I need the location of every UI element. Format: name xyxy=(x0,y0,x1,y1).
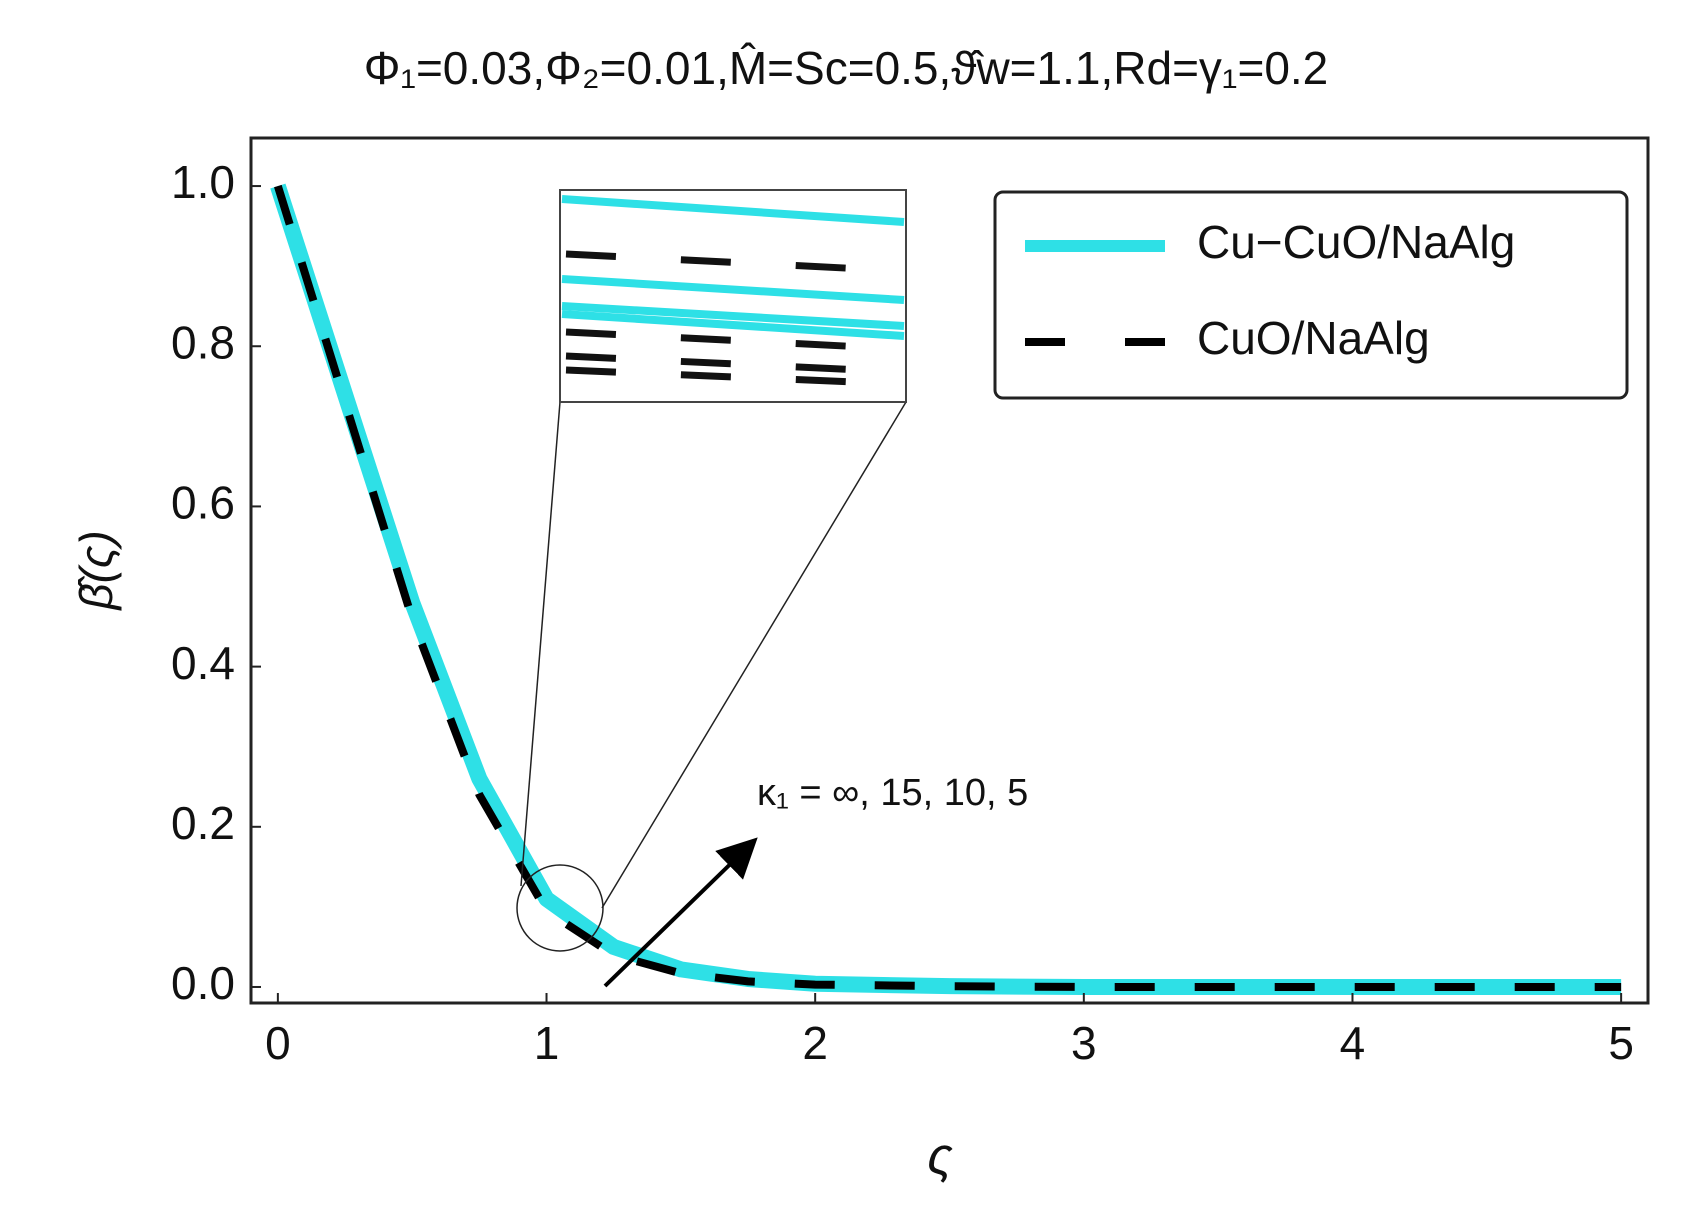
annotation: κ₁ = ∞, 15, 10, 5 xyxy=(757,772,1028,814)
zoom-connector xyxy=(601,401,907,909)
plot-area xyxy=(270,183,1622,995)
chart-title: Φ₁=0.03,Φ₂=0.01,M̂=Sc=0.5,ϑ̂w=1.1,Rd=γ₁=… xyxy=(364,42,1329,94)
zoom-connector xyxy=(520,401,561,887)
zoom-circle xyxy=(516,864,604,952)
x-tick-label: 1 xyxy=(534,1017,560,1069)
zoom-inset xyxy=(516,189,907,952)
y-tick-label: 0.6 xyxy=(171,477,235,529)
y-tick-label: 0.8 xyxy=(171,316,235,368)
x-tick-label: 2 xyxy=(802,1017,828,1069)
x-tick-label: 0 xyxy=(265,1017,291,1069)
y-tick-label: 0.0 xyxy=(171,957,235,1009)
plot-frame xyxy=(249,136,1650,1005)
legend: Cu−CuO/NaAlg CuO/NaAlg xyxy=(993,190,1629,400)
y-tick-label: 0.4 xyxy=(171,637,235,689)
arrow xyxy=(603,837,758,988)
x-tick-label: 3 xyxy=(1071,1017,1097,1069)
x-tick-label: 4 xyxy=(1340,1017,1366,1069)
series-line xyxy=(274,184,1622,991)
y-tick-label: 0.2 xyxy=(171,797,235,849)
legend-label: Cu−CuO/NaAlg xyxy=(1197,216,1515,268)
y-tick-label: 1.0 xyxy=(171,156,235,208)
y-axis-label: β̂(ς) xyxy=(70,530,122,611)
x-axis-label: ς xyxy=(927,1128,953,1186)
legend-label: CuO/NaAlg xyxy=(1197,312,1430,364)
inset-cyan-lines xyxy=(561,195,905,340)
x-tick-label: 5 xyxy=(1608,1017,1634,1069)
